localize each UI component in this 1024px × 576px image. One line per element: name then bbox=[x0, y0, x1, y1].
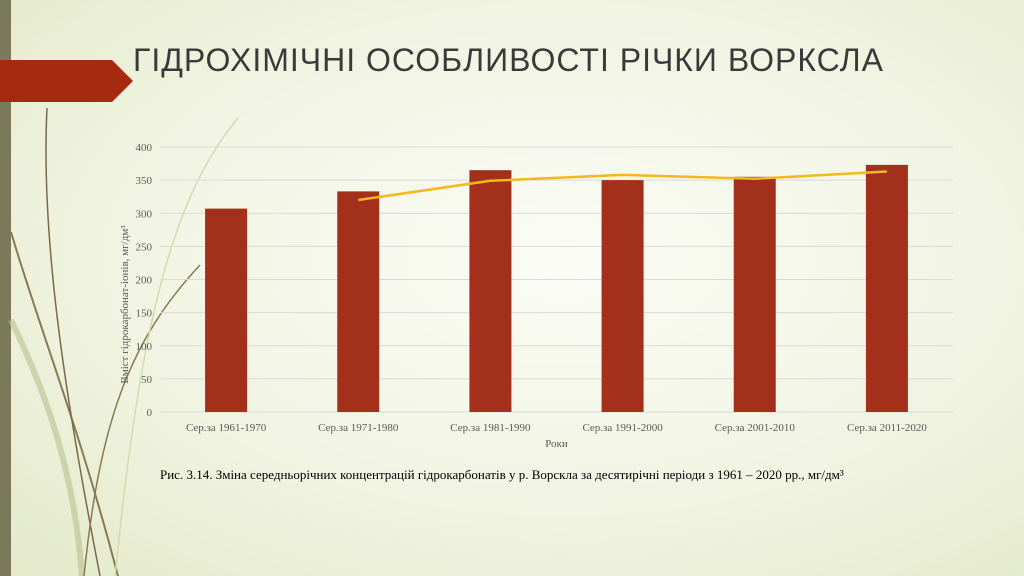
bar bbox=[469, 170, 512, 412]
y-tick-label: 300 bbox=[136, 208, 153, 220]
decor-curve-1 bbox=[10, 231, 119, 576]
slide-title: ГІДРОХІМІЧНІ ОСОБЛИВОСТІ РІЧКИ ВОРКСЛА bbox=[133, 42, 884, 78]
x-tick-label: Сер.за 2011-2020 bbox=[847, 422, 927, 434]
decor-curve-2 bbox=[45, 107, 101, 576]
title-banner-shape bbox=[0, 60, 133, 102]
x-tick-label: Сер.за 1961-1970 bbox=[186, 422, 267, 434]
figure-caption: Рис. 3.14. Зміна середньорічних концентр… bbox=[160, 467, 844, 482]
bar bbox=[601, 180, 644, 412]
x-tick-label: Сер.за 1981-1990 bbox=[450, 422, 531, 434]
bar bbox=[205, 208, 248, 412]
y-tick-label: 400 bbox=[136, 142, 153, 154]
x-tick-label: Сер.за 1971-1980 bbox=[318, 422, 399, 434]
decor-curve-4 bbox=[83, 264, 201, 576]
bar bbox=[733, 176, 776, 412]
decor-curve-3 bbox=[8, 318, 85, 576]
y-tick-label: 200 bbox=[136, 275, 153, 287]
y-tick-label: 100 bbox=[136, 341, 153, 353]
y-tick-label: 350 bbox=[136, 175, 153, 187]
x-tick-label: Сер.за 1991-2000 bbox=[582, 422, 663, 434]
y-axis-title: Вміст гідрокарбонат-іонів, мг/дм³ bbox=[119, 225, 131, 384]
y-tick-label: 150 bbox=[136, 308, 153, 320]
x-axis-title: Роки bbox=[545, 438, 568, 450]
decorative-curves bbox=[8, 107, 239, 576]
y-tick-label: 250 bbox=[136, 241, 153, 253]
trend-line-group bbox=[358, 170, 887, 202]
bar bbox=[337, 191, 380, 412]
left-accent-strip bbox=[0, 0, 11, 576]
x-axis-ticks: Сер.за 1961-1970 Сер.за 1971-1980 Сер.за 1… bbox=[186, 422, 927, 434]
trend-line bbox=[358, 170, 887, 202]
decor-curve-5 bbox=[114, 117, 239, 576]
x-tick-label: Сер.за 2001-2010 bbox=[715, 422, 796, 434]
bars bbox=[205, 164, 908, 412]
y-tick-label: 0 bbox=[147, 407, 153, 419]
bar bbox=[865, 164, 908, 412]
y-tick-label: 50 bbox=[141, 374, 153, 386]
gridlines bbox=[160, 146, 953, 413]
title-banner bbox=[0, 60, 133, 102]
y-axis-ticks: 0 50 100 150 200 250 300 350 400 bbox=[136, 142, 153, 419]
